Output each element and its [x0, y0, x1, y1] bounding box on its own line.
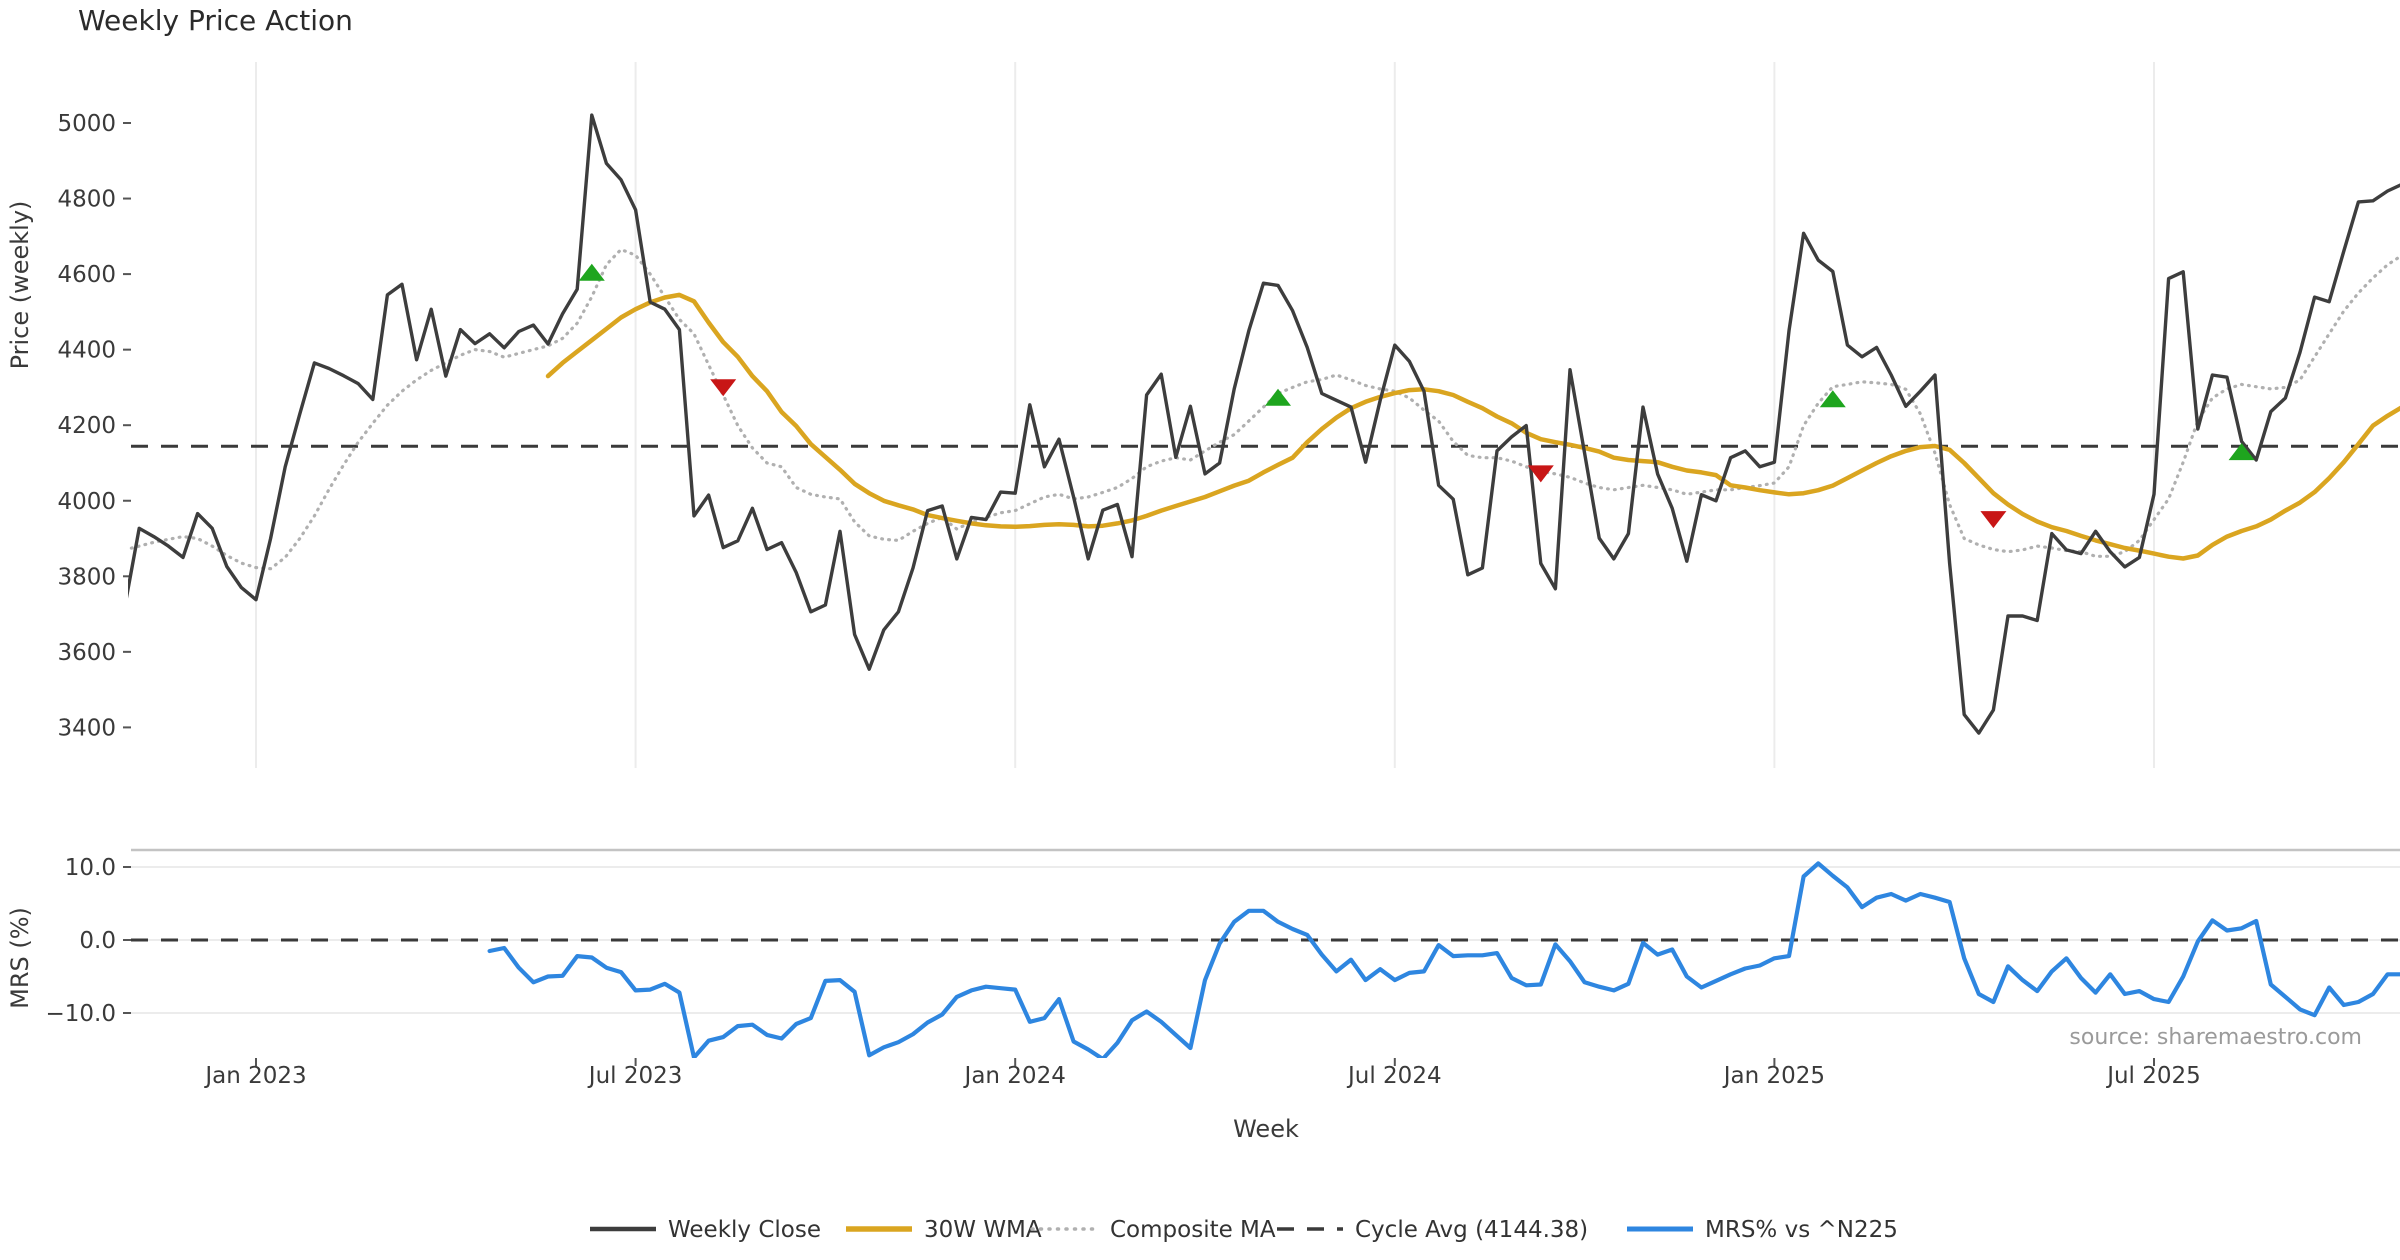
ytick-label-price: 4200: [57, 413, 116, 439]
legend: Weekly Close 30W WMA Composite MA Cycle …: [590, 1217, 1898, 1243]
xtick-label: Jul 2025: [2105, 1063, 2201, 1089]
ytick-label-price: 3400: [57, 715, 116, 741]
wma-30w-line: [545, 292, 2400, 561]
ytick-label-price: 4800: [57, 187, 116, 213]
ytick-label-price: 4000: [57, 489, 116, 515]
xtick-label: Jan 2024: [963, 1063, 1066, 1089]
legend-label-cycle-avg: Cycle Avg (4144.38): [1355, 1217, 1588, 1243]
buy-marker: [578, 263, 605, 281]
chart-title: Weekly Price Action: [78, 4, 353, 37]
sell-marker: [1980, 511, 2007, 529]
ytick-label-price: 3800: [57, 564, 116, 590]
ytick-label-price: 4600: [57, 262, 116, 288]
legend-label-30w-wma: 30W WMA: [924, 1217, 1042, 1243]
series-lines: [128, 113, 2400, 1058]
xtick-label: Jul 2023: [587, 1063, 683, 1089]
legend-label-mrs: MRS% vs ^N225: [1705, 1217, 1898, 1243]
sell-marker: [1527, 465, 1554, 483]
ytick-label-price: 5000: [57, 111, 116, 137]
source-watermark: source: sharemaestro.com: [2069, 1025, 2362, 1050]
sell-marker: [710, 379, 737, 397]
ytick-label-mrs: −10.0: [46, 1001, 116, 1027]
tick-labels: Jan 2023 Jul 2023 Jan 2024 Jul 2024 Jan 2025…: [46, 111, 2201, 1089]
xtick-label: Jul 2024: [1346, 1063, 1442, 1089]
xtick-label: Jan 2023: [203, 1063, 306, 1089]
ytick-label-price: 4400: [57, 338, 116, 364]
buy-marker: [2228, 443, 2255, 461]
weekly-close-line: [128, 113, 2400, 735]
legend-label-weekly-close: Weekly Close: [668, 1217, 821, 1243]
mrs-line: [487, 861, 2400, 1058]
buy-marker: [1265, 388, 1291, 406]
ytick-label-mrs: 10.0: [65, 855, 116, 881]
mrs-axis-label: MRS (%): [6, 907, 34, 1009]
ytick-label-price: 3600: [57, 640, 116, 666]
x-axis-label: Week: [1233, 1115, 1299, 1143]
price-axis-label: Price (weekly): [6, 201, 34, 370]
composite-ma-line: [128, 247, 2400, 571]
gridlines: [123, 62, 2400, 1066]
xtick-label: Jan 2025: [1722, 1063, 1825, 1089]
ytick-label-mrs: 0.0: [79, 928, 116, 954]
buy-marker: [1819, 390, 1846, 408]
legend-label-composite-ma: Composite MA: [1110, 1217, 1276, 1243]
